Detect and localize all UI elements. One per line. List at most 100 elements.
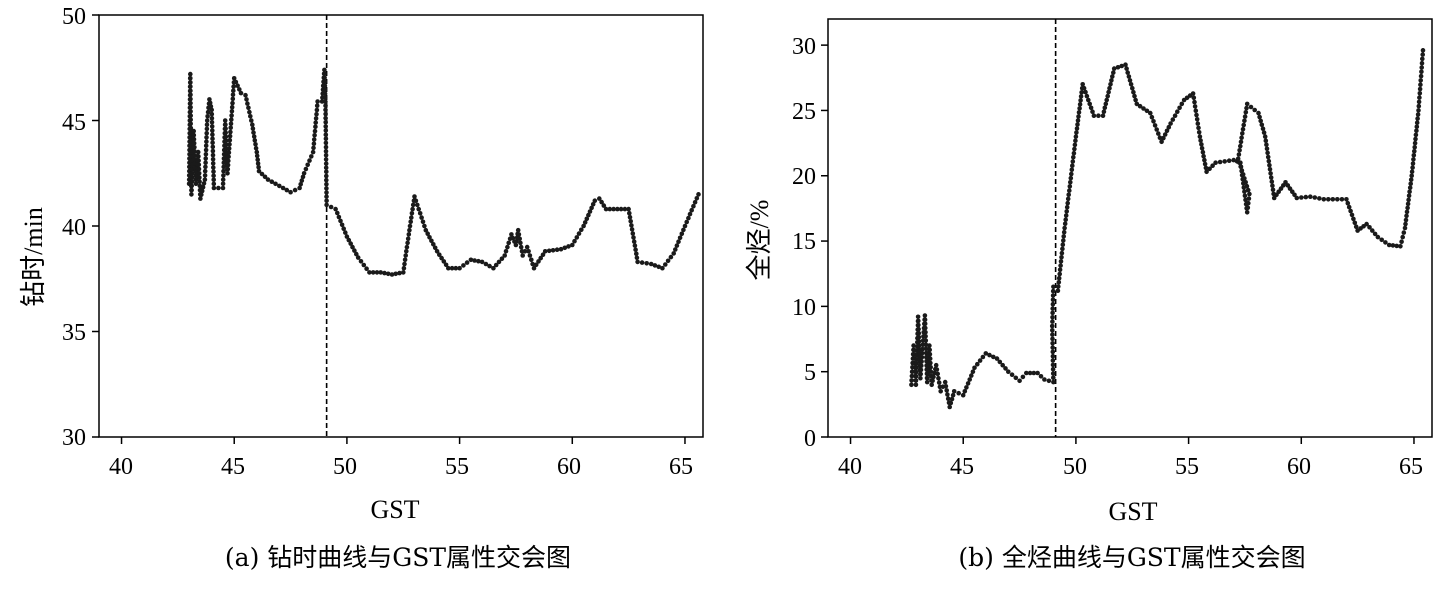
data-point <box>476 258 481 264</box>
data-point <box>1346 204 1352 210</box>
data-point <box>323 120 329 125</box>
data-point <box>1072 142 1078 148</box>
data-point <box>249 118 254 123</box>
data-point <box>211 181 217 187</box>
data-point <box>1410 165 1415 170</box>
data-point <box>1068 175 1074 181</box>
data-point <box>945 392 950 397</box>
data-point <box>1317 196 1322 201</box>
data-point <box>210 152 216 158</box>
data-point <box>273 181 278 187</box>
data-point <box>434 249 440 254</box>
data-point <box>517 236 522 241</box>
data-point <box>526 249 531 254</box>
data-point <box>1051 284 1056 290</box>
data-point <box>409 215 414 220</box>
data-point <box>914 369 919 375</box>
data-point <box>987 352 992 358</box>
data-point <box>1217 159 1223 165</box>
data-point <box>916 330 922 336</box>
data-point <box>1370 228 1375 233</box>
data-point <box>201 181 207 186</box>
data-point <box>1024 370 1029 376</box>
data-point <box>323 132 329 137</box>
data-point <box>409 211 415 216</box>
data-point <box>1413 132 1419 138</box>
data-point <box>324 186 329 191</box>
data-point <box>211 165 216 170</box>
chart-a-x-tick-label: 45 <box>221 454 245 480</box>
data-point <box>633 247 638 252</box>
data-point <box>189 192 194 197</box>
data-point <box>193 181 199 187</box>
data-point <box>284 187 290 193</box>
data-point <box>250 122 255 127</box>
data-point <box>265 177 271 182</box>
data-point <box>210 144 216 150</box>
data-point <box>1070 163 1075 168</box>
data-point <box>188 113 193 118</box>
data-point <box>632 243 638 248</box>
data-point <box>929 382 934 388</box>
data-point <box>919 350 925 356</box>
data-point <box>188 117 193 122</box>
data-point <box>323 103 328 108</box>
data-point <box>313 116 319 121</box>
data-point <box>496 259 502 265</box>
data-point <box>191 140 197 146</box>
data-point <box>324 194 329 199</box>
data-point <box>1149 114 1155 120</box>
data-point <box>1207 166 1212 172</box>
data-point <box>1074 126 1080 131</box>
data-point <box>405 236 411 241</box>
data-point <box>1383 240 1388 245</box>
data-point <box>364 266 369 272</box>
data-point <box>277 183 282 189</box>
data-point <box>1407 185 1413 191</box>
data-point <box>972 365 977 371</box>
data-point <box>228 121 234 126</box>
data-point <box>1050 362 1056 368</box>
data-point <box>1238 143 1243 149</box>
data-point <box>994 356 1000 361</box>
data-point <box>1050 319 1055 324</box>
data-point <box>429 238 434 244</box>
data-point <box>1351 216 1356 222</box>
chart-b-x-tick-label: 45 <box>950 454 974 480</box>
data-point <box>1076 110 1082 115</box>
data-point <box>956 390 961 396</box>
data-point <box>936 375 941 381</box>
data-point <box>1050 341 1055 346</box>
chart-b-x-tick-label: 55 <box>1175 454 1199 480</box>
data-point <box>203 164 208 170</box>
data-point <box>227 133 233 139</box>
data-point <box>307 158 312 163</box>
data-point <box>1416 103 1422 109</box>
data-point <box>1105 93 1110 99</box>
data-point <box>230 100 235 106</box>
data-point <box>297 185 302 191</box>
data-point <box>1108 82 1113 87</box>
data-point <box>1244 101 1250 107</box>
data-point <box>665 258 671 264</box>
data-point <box>1238 164 1243 169</box>
data-point <box>323 161 329 166</box>
data-point <box>299 178 305 183</box>
data-point <box>407 227 412 233</box>
data-point <box>1398 244 1403 249</box>
data-point <box>930 378 935 384</box>
data-point <box>1083 89 1088 95</box>
data-point <box>1294 195 1300 201</box>
data-point <box>1050 345 1055 350</box>
data-point <box>457 265 462 271</box>
data-point <box>629 223 634 228</box>
data-point <box>336 214 342 220</box>
data-point <box>319 99 325 104</box>
data-point <box>1321 197 1327 202</box>
data-point <box>1057 271 1062 277</box>
data-point <box>1372 231 1378 237</box>
data-point <box>322 71 327 77</box>
data-point <box>1240 131 1245 136</box>
data-point <box>668 254 674 260</box>
